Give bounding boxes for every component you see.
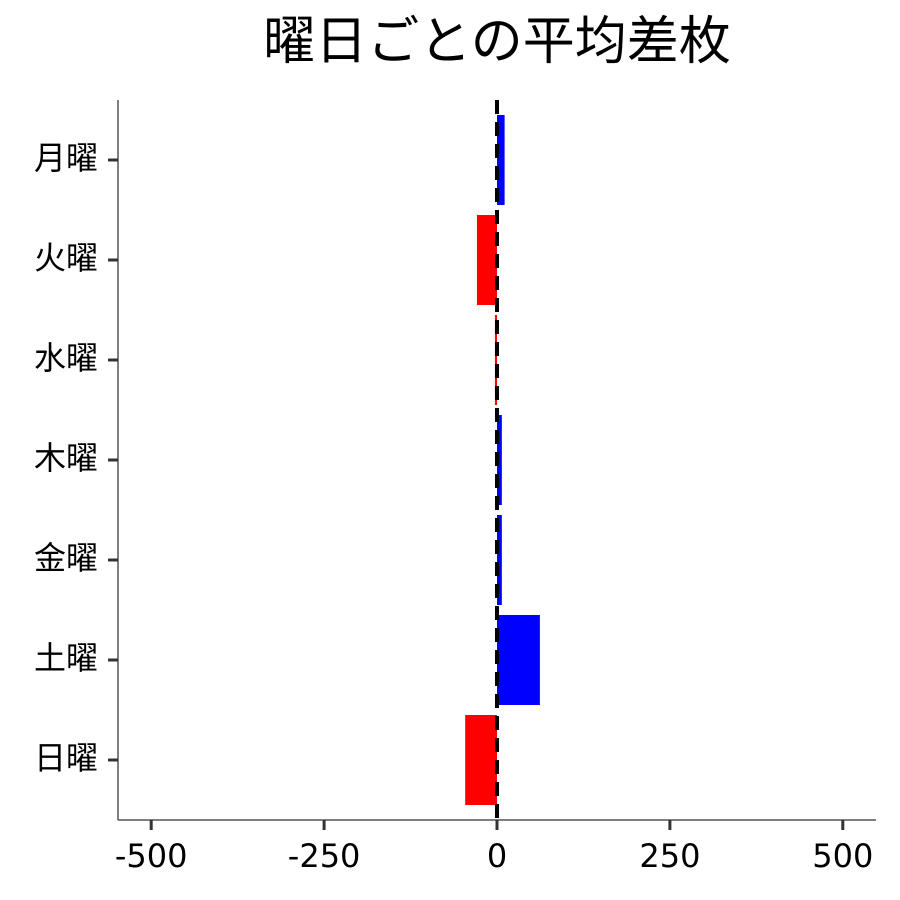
x-tick-label: 250: [639, 837, 700, 875]
y-tick-label: 金曜: [34, 539, 98, 577]
bar: [494, 315, 497, 405]
x-tick-label: 0: [487, 837, 507, 875]
bar: [465, 715, 497, 805]
y-tick-label: 土曜: [34, 639, 98, 677]
x-tick-label: 500: [812, 837, 873, 875]
y-tick-label: 火曜: [34, 239, 98, 277]
bar: [497, 115, 505, 205]
chart-title: 曜日ごとの平均差枚: [263, 12, 730, 72]
x-tick-label: -500: [115, 837, 188, 875]
bar: [476, 215, 497, 305]
y-tick-label: 日曜: [34, 739, 98, 777]
y-tick-label: 木曜: [34, 439, 98, 477]
x-tick-label: -250: [288, 837, 361, 875]
bar: [497, 615, 540, 705]
bar: [497, 515, 502, 605]
y-tick-label: 月曜: [34, 139, 98, 177]
y-tick-label: 水曜: [34, 339, 98, 377]
bar: [497, 415, 502, 505]
